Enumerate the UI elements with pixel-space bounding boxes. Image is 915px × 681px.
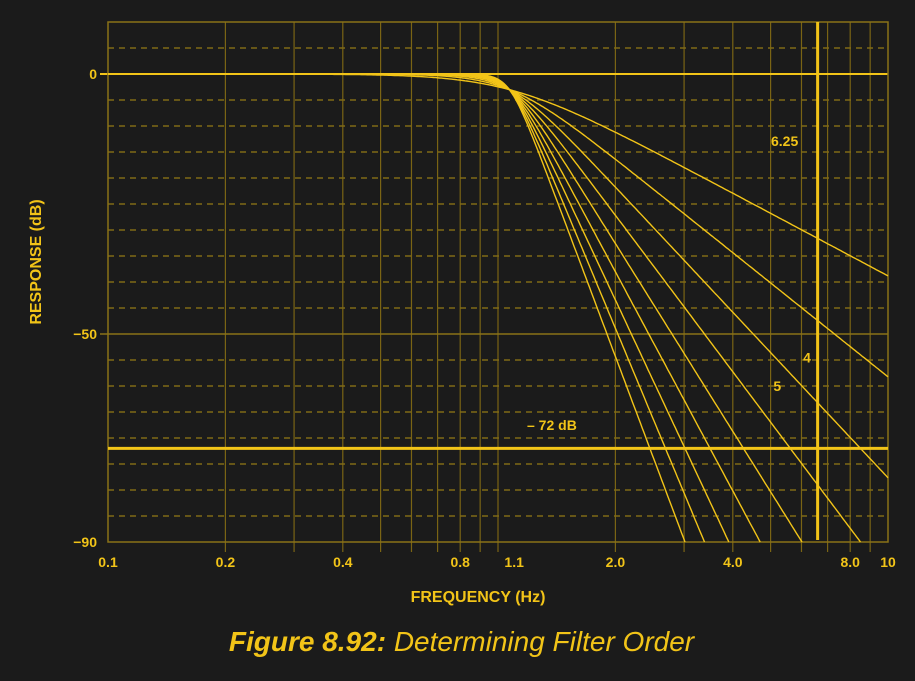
x-tick-label: 0.8	[450, 554, 470, 570]
curve-order-label: 4	[803, 350, 811, 366]
x-tick-label: 0.1	[98, 554, 118, 570]
x-tick-label: 4.0	[723, 554, 743, 570]
figure-number: Figure 8.92:	[228, 626, 387, 657]
plot-frame	[107, 21, 889, 543]
label-frequency: 6.25	[771, 133, 798, 149]
x-tick-label: 2.0	[606, 554, 626, 570]
y-tick-label: −90	[73, 534, 97, 550]
x-tick-label: 0.4	[333, 554, 353, 570]
y-axis-label: RESPONSE (dB)	[28, 199, 45, 324]
label-72db: – 72 dB	[527, 417, 577, 433]
x-axis-label: FREQUENCY (Hz)	[411, 589, 546, 606]
curve-order-label: 5	[773, 378, 781, 394]
figure-title: Determining Filter Order	[393, 626, 695, 657]
y-tick-label: 0	[89, 66, 97, 82]
y-tick-label: −50	[73, 326, 97, 342]
figure-caption: Figure 8.92: Determining Filter Order	[0, 626, 915, 658]
response-curve-order-10	[108, 73, 686, 543]
x-tick-label: 1.1	[504, 554, 524, 570]
x-tick-label: 0.2	[216, 554, 236, 570]
x-tick-label: 10	[880, 554, 896, 570]
x-tick-label: 8.0	[840, 554, 860, 570]
